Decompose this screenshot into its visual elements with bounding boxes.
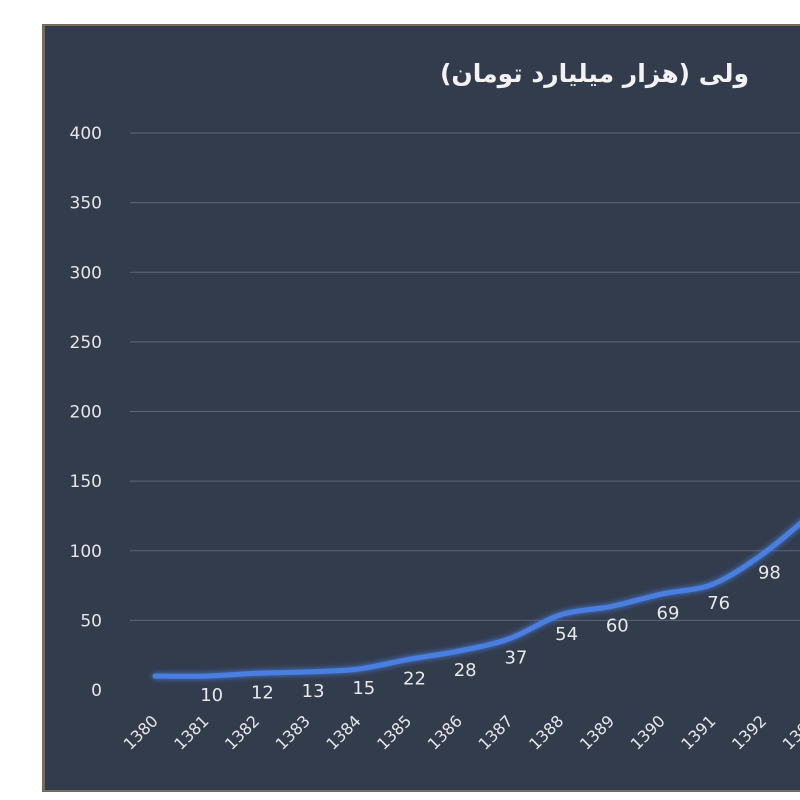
x-tick-label: 1389 xyxy=(576,711,618,753)
data-label: 22 xyxy=(403,668,426,689)
x-tick-label: 1388 xyxy=(525,711,567,753)
x-tick-label: 1391 xyxy=(677,711,719,753)
y-tick-label: 0 xyxy=(91,681,102,701)
data-point xyxy=(255,672,257,674)
data-label: 13 xyxy=(302,681,325,702)
x-tick-label: 1383 xyxy=(272,711,314,753)
data-label: 76 xyxy=(707,593,730,614)
data-label: 10 xyxy=(200,685,223,706)
data-point xyxy=(458,650,460,652)
data-point xyxy=(762,553,764,555)
data-labels: 10 12 13 15 22 28 37 54 60 69 76 98 xyxy=(200,563,781,707)
x-tick-label: 1390 xyxy=(627,711,669,753)
y-tick-label: 50 xyxy=(80,611,102,631)
data-point xyxy=(205,675,207,677)
x-axis-ticks: 1380 1381 1382 1383 1384 1385 1386 1387 1388 1389… xyxy=(120,711,800,753)
y-tick-label: 400 xyxy=(70,124,102,144)
data-point xyxy=(509,637,511,639)
data-point xyxy=(712,583,714,585)
data-point xyxy=(610,605,612,607)
series-line xyxy=(152,520,800,679)
series-line-group xyxy=(152,520,800,679)
gridlines xyxy=(130,132,800,621)
data-point xyxy=(661,593,663,595)
data-point xyxy=(408,658,409,660)
data-label: 60 xyxy=(606,615,629,636)
y-tick-label: 300 xyxy=(70,263,102,283)
x-tick-label: 1381 xyxy=(170,711,212,753)
x-tick-label: 1382 xyxy=(221,711,263,753)
x-tick-label: 1392 xyxy=(728,711,770,753)
y-axis-ticks: 0 50 100 150 200 250 300 350 400 xyxy=(70,124,102,701)
y-tick-label: 350 xyxy=(70,194,102,214)
data-label: 37 xyxy=(504,647,527,668)
data-label: 28 xyxy=(454,660,477,681)
data-point xyxy=(306,671,308,673)
x-tick-label: 1385 xyxy=(373,711,415,753)
y-tick-label: 150 xyxy=(70,472,102,492)
x-tick-label: 1387 xyxy=(475,711,517,753)
data-label: 98 xyxy=(758,563,781,584)
data-label: 12 xyxy=(251,682,274,703)
chart-frame xyxy=(42,24,800,792)
x-tick-label: 1386 xyxy=(424,711,466,753)
chart-title: ولی (هزار میلیارد تومان) xyxy=(440,59,749,88)
x-tick-label: 1384 xyxy=(322,711,364,753)
data-point xyxy=(357,668,359,670)
x-tick-label: 1393 xyxy=(779,711,800,753)
data-point xyxy=(560,614,562,616)
x-tick-label: 1380 xyxy=(120,711,162,753)
data-label: 54 xyxy=(555,624,578,645)
data-label: 15 xyxy=(352,678,375,699)
data-point xyxy=(154,675,156,677)
data-label: 69 xyxy=(657,603,680,624)
y-tick-label: 200 xyxy=(70,403,102,423)
y-tick-label: 250 xyxy=(70,333,102,353)
y-tick-label: 100 xyxy=(70,542,102,562)
